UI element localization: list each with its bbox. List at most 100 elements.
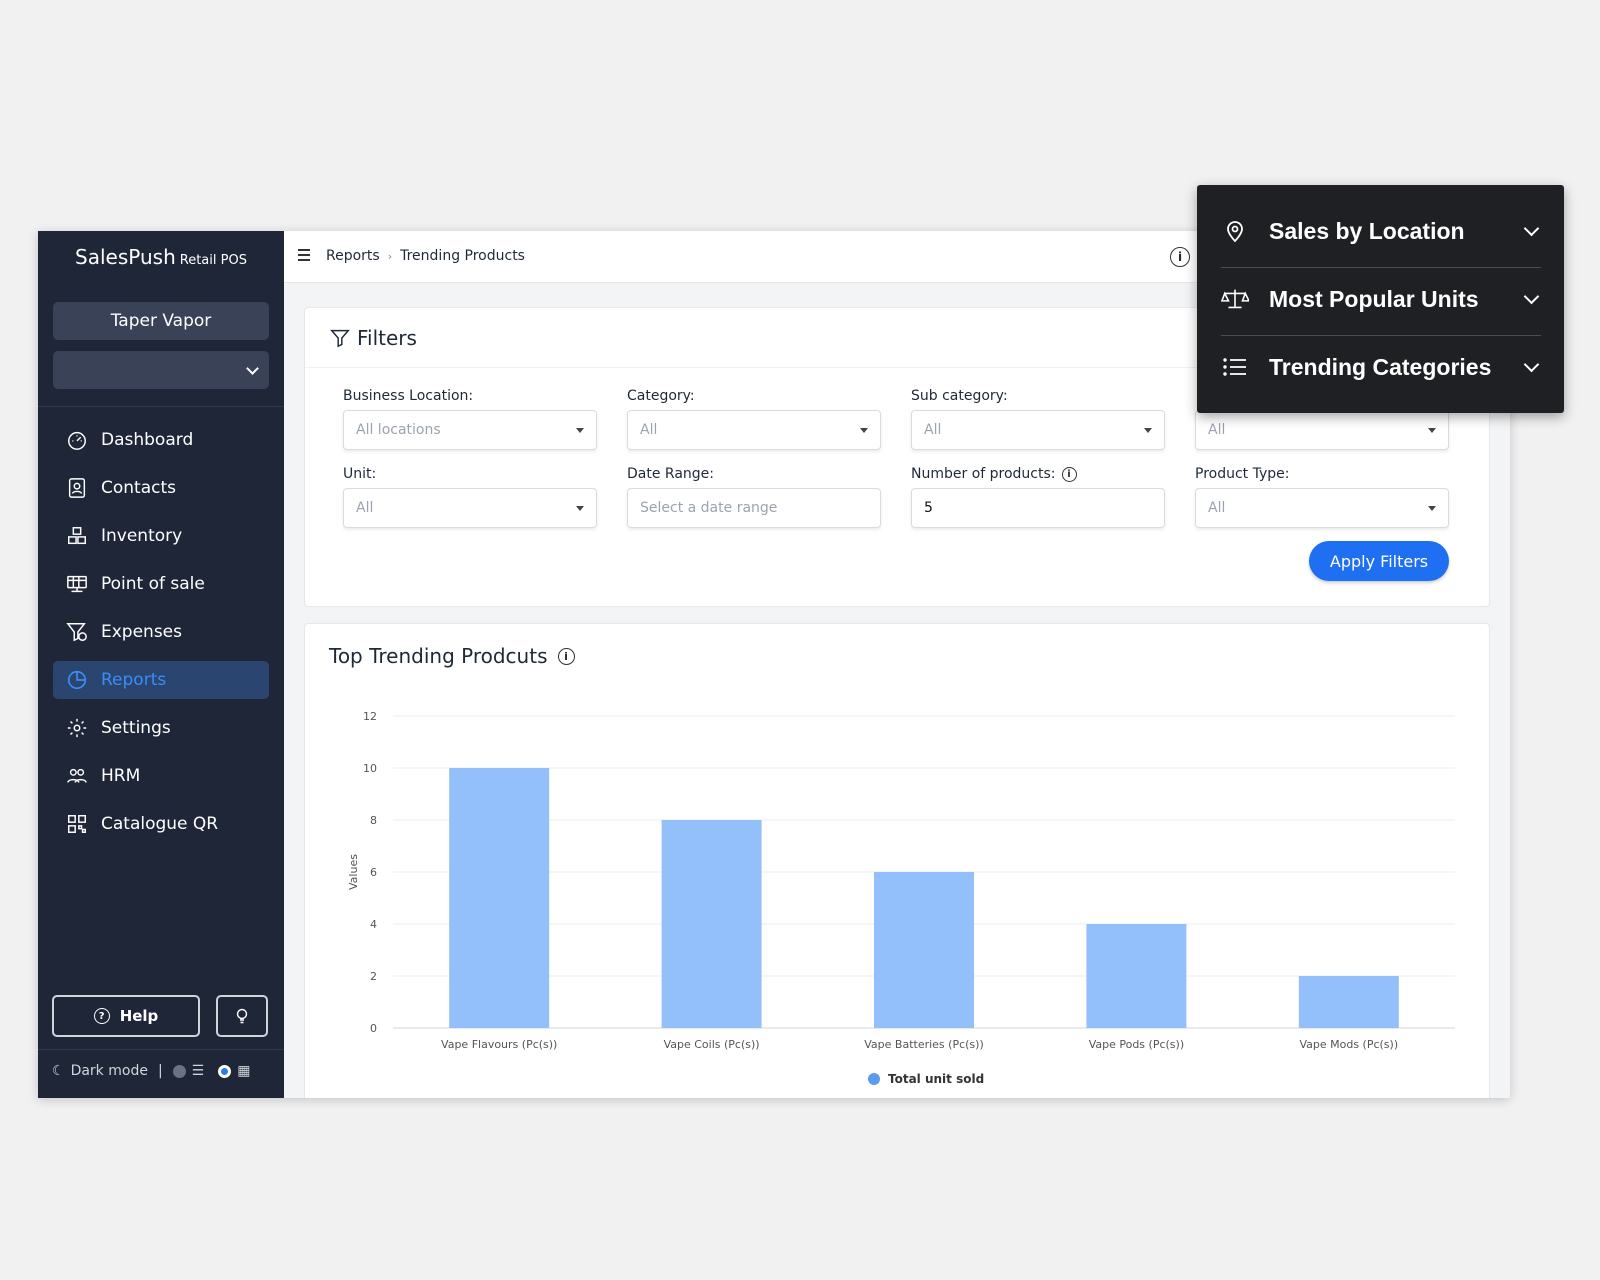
scale-icon [1221, 285, 1249, 313]
popover-item-most-popular-units[interactable]: Most Popular Units [1221, 265, 1541, 333]
sidebar-item-contacts[interactable]: Contacts [53, 469, 269, 507]
sidebar-item-inventory[interactable]: Inventory [53, 517, 269, 555]
popover-item-label: Sales by Location [1269, 217, 1465, 244]
lightbulb-icon [236, 1008, 248, 1024]
filters-header[interactable]: Filters [305, 308, 1489, 368]
info-icon[interactable]: i [1170, 247, 1190, 267]
breadcrumb-separator-icon: › [387, 249, 393, 263]
product-type-select[interactable]: All [1195, 488, 1449, 528]
sub-category-value: All [924, 422, 942, 438]
business-location-select[interactable]: All locations [343, 410, 597, 450]
breadcrumb-item-reports[interactable]: Reports [326, 248, 380, 264]
store-name-label: Taper Vapor [110, 311, 212, 331]
info-icon[interactable]: i [557, 647, 575, 665]
unit-select[interactable]: All [343, 488, 597, 528]
apply-filters-button[interactable]: Apply Filters [1309, 541, 1449, 581]
popover-item-sales-by-location[interactable]: Sales by Location [1221, 197, 1541, 265]
dark-mode-label: Dark mode [70, 1063, 148, 1079]
date-range-input[interactable]: Select a date range [627, 488, 881, 528]
dashboard-icon [65, 428, 89, 452]
sidebar-item-label: Contacts [101, 478, 176, 498]
bar [1298, 976, 1399, 1028]
filters-title-text: Filters [357, 326, 417, 350]
menu-icon[interactable] [298, 249, 310, 261]
grid-view-radio[interactable] [218, 1064, 232, 1078]
qr-icon [65, 812, 89, 836]
number-of-products-label-text: Number of products: [911, 466, 1056, 482]
sidebar-item-expenses[interactable]: Expenses [53, 613, 269, 651]
list-icon: ☰ [191, 1063, 205, 1079]
sidebar-item-dashboard[interactable]: Dashboard [53, 421, 269, 459]
help-button[interactable]: ? Help [52, 995, 200, 1037]
chart-title: Top Trending Prodcuts i [329, 644, 575, 668]
sidebar-item-hrm[interactable]: HRM [53, 757, 269, 795]
sidebar-item-label: Point of sale [101, 574, 205, 594]
date-range-placeholder: Select a date range [640, 500, 778, 516]
inventory-icon [65, 524, 89, 548]
date-range-label: Date Range: [627, 466, 715, 482]
y-tick-label: 0 [370, 1022, 377, 1035]
sidebar-item-point-of-sale[interactable]: Point of sale [53, 565, 269, 603]
list-view-radio[interactable] [172, 1064, 186, 1078]
people-icon [65, 764, 89, 788]
popover-divider [1221, 267, 1541, 268]
store-select[interactable] [53, 351, 269, 389]
dark-mode-toggle[interactable]: ☾ Dark mode | ☰ ▦ [52, 1059, 272, 1083]
filter-icon [330, 329, 350, 348]
number-of-products-input[interactable]: 5 [911, 488, 1165, 528]
sidebar-item-label: Expenses [101, 622, 182, 642]
popover-item-label: Most Popular Units [1269, 285, 1479, 312]
number-of-products-value: 5 [924, 500, 933, 516]
sidebar-item-label: HRM [101, 766, 141, 786]
question-icon: ? [93, 1008, 110, 1024]
expenses-icon [65, 620, 89, 644]
lightbulb-button[interactable] [216, 995, 268, 1037]
brand-select[interactable]: All [1195, 410, 1449, 450]
sidebar-divider [38, 406, 284, 407]
brand-name: SalesPush [75, 245, 176, 269]
bar [1086, 924, 1187, 1028]
chevron-down-icon [1523, 356, 1540, 372]
legend-label: Total unit sold [888, 1072, 984, 1086]
business-location-label: Business Location: [343, 388, 474, 404]
popover-item-trending-categories[interactable]: Trending Categories [1221, 333, 1541, 401]
business-location-value: All locations [356, 422, 441, 438]
point-of-sale-icon [65, 572, 89, 596]
sidebar-item-label: Settings [101, 718, 171, 738]
breadcrumb-item-trending-products: Trending Products [400, 248, 525, 264]
y-tick-label: 10 [363, 762, 377, 775]
chevron-down-icon [1523, 220, 1540, 236]
sidebar-item-settings[interactable]: Settings [53, 709, 269, 747]
x-tick-label: Vape Pods (Pc(s)) [1089, 1038, 1184, 1051]
popover-item-label: Trending Categories [1269, 353, 1492, 380]
chart-title-text: Top Trending Prodcuts [329, 644, 548, 668]
bar-chart: 0 2 4 6 8 10 12 Values Vape Flavours (Pc(s)) Vape… [347, 710, 1455, 1086]
sidebar-item-reports[interactable]: Reports [53, 661, 269, 699]
divider-pipe: | [157, 1063, 163, 1079]
sidebar-item-catalogue-qr[interactable]: Catalogue QR [53, 805, 269, 843]
sub-category-select[interactable]: All [911, 410, 1165, 450]
store-name-button[interactable]: Taper Vapor [53, 302, 269, 340]
y-tick-label: 2 [370, 970, 377, 983]
list-icon [1221, 353, 1249, 381]
gear-icon [65, 716, 89, 740]
y-tick-label: 8 [370, 814, 377, 827]
x-tick-label: Vape Flavours (Pc(s)) [441, 1038, 557, 1051]
x-tick-label: Vape Coils (Pc(s)) [664, 1038, 760, 1051]
brand-logo: SalesPush Retail POS [38, 245, 284, 269]
category-value: All [640, 422, 658, 438]
product-type-value: All [1208, 500, 1226, 516]
sidebar-item-label: Reports [101, 670, 167, 690]
category-label: Category: [627, 388, 695, 404]
product-type-label: Product Type: [1195, 466, 1290, 482]
help-label: Help [119, 1007, 159, 1025]
chevron-down-icon [246, 362, 259, 375]
sidebar-divider [38, 1049, 284, 1050]
category-select[interactable]: All [627, 410, 881, 450]
y-tick-label: 6 [370, 866, 377, 879]
apply-filters-label: Apply Filters [1329, 551, 1429, 571]
sidebar-item-label: Catalogue QR [101, 814, 219, 834]
x-tick-label: Vape Batteries (Pc(s)) [864, 1038, 984, 1051]
info-icon[interactable]: i [1061, 466, 1077, 482]
contacts-icon [65, 476, 89, 500]
